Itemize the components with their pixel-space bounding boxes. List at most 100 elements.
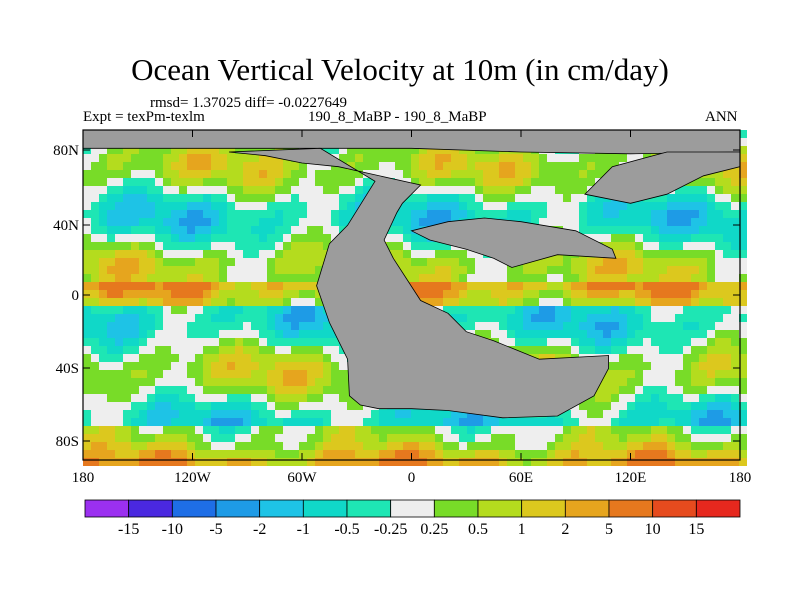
field-cell: [155, 410, 163, 418]
field-cell: [707, 186, 715, 194]
field-cell: [123, 378, 131, 386]
field-cell: [555, 266, 563, 274]
field-cell: [531, 282, 539, 290]
field-cell: [259, 402, 267, 410]
field-cell: [619, 410, 627, 418]
field-cell: [155, 218, 163, 226]
field-cell: [667, 442, 675, 450]
field-cell: [163, 170, 171, 178]
field-cell: [651, 274, 659, 282]
field-cell: [699, 258, 707, 266]
field-cell: [203, 258, 211, 266]
y-tick-label: 40N: [53, 218, 79, 234]
field-cell: [107, 218, 115, 226]
field-cell: [203, 178, 211, 186]
colorbar-swatch: [84, 499, 130, 518]
field-cell: [83, 418, 91, 426]
field-cell: [339, 178, 347, 186]
field-cell: [83, 322, 91, 330]
field-cell: [427, 410, 435, 418]
field-cell: [435, 210, 443, 218]
field-cell: [611, 266, 619, 274]
field-cell: [427, 282, 435, 290]
field-cell: [715, 170, 723, 178]
field-cell: [131, 290, 139, 298]
field-cell: [283, 314, 291, 322]
field-cell: [667, 274, 675, 282]
field-cell: [691, 186, 699, 194]
field-cell: [91, 218, 99, 226]
field-cell: [531, 330, 539, 338]
field-cell: [115, 282, 123, 290]
field-cell: [123, 234, 131, 242]
field-cell: [587, 258, 595, 266]
field-cell: [691, 346, 699, 354]
field-cell: [723, 306, 731, 314]
field-cell: [587, 162, 595, 170]
field-cell: [571, 186, 579, 194]
field-cell: [627, 250, 635, 258]
field-cell: [107, 330, 115, 338]
field-cell: [219, 154, 227, 162]
field-cell: [299, 282, 307, 290]
field-cell: [675, 194, 683, 202]
field-cell: [291, 426, 299, 434]
field-cell: [523, 330, 531, 338]
field-cell: [491, 306, 499, 314]
field-cell: [235, 378, 243, 386]
field-cell: [443, 450, 451, 458]
field-cell: [99, 170, 107, 178]
field-cell: [211, 250, 219, 258]
field-cell: [147, 330, 155, 338]
field-cell: [347, 154, 355, 162]
field-cell: [299, 290, 307, 298]
field-cell: [619, 242, 627, 250]
field-cell: [147, 306, 155, 314]
field-cell: [683, 218, 691, 226]
field-cell: [331, 146, 339, 154]
field-cell: [723, 450, 731, 458]
field-cell: [227, 202, 235, 210]
field-cell: [499, 274, 507, 282]
field-cell: [227, 226, 235, 234]
field-cell: [579, 154, 587, 162]
field-cell: [627, 386, 635, 394]
field-cell: [211, 322, 219, 330]
field-cell: [131, 458, 139, 466]
field-cell: [523, 282, 531, 290]
field-cell: [147, 410, 155, 418]
field-cell: [99, 306, 107, 314]
field-cell: [323, 394, 331, 402]
field-cell: [139, 202, 147, 210]
field-cell: [691, 266, 699, 274]
field-cell: [147, 370, 155, 378]
field-cell: [171, 202, 179, 210]
field-cell: [643, 306, 651, 314]
field-cell: [291, 210, 299, 218]
field-cell: [667, 434, 675, 442]
field-cell: [195, 378, 203, 386]
field-cell: [579, 314, 587, 322]
field-cell: [227, 354, 235, 362]
field-cell: [635, 266, 643, 274]
field-cell: [115, 242, 123, 250]
field-cell: [379, 418, 387, 426]
field-cell: [331, 354, 339, 362]
field-cell: [123, 410, 131, 418]
field-cell: [667, 450, 675, 458]
field-cell: [211, 426, 219, 434]
field-cell: [203, 194, 211, 202]
field-cell: [667, 218, 675, 226]
field-cell: [659, 298, 667, 306]
field-cell: [635, 154, 643, 162]
field-cell: [707, 450, 715, 458]
field-cell: [731, 194, 739, 202]
field-cell: [219, 402, 227, 410]
field-cell: [683, 386, 691, 394]
field-cell: [675, 354, 683, 362]
field-cell: [443, 178, 451, 186]
field-cell: [579, 194, 587, 202]
field-cell: [603, 266, 611, 274]
field-cell: [107, 378, 115, 386]
field-cell: [707, 346, 715, 354]
